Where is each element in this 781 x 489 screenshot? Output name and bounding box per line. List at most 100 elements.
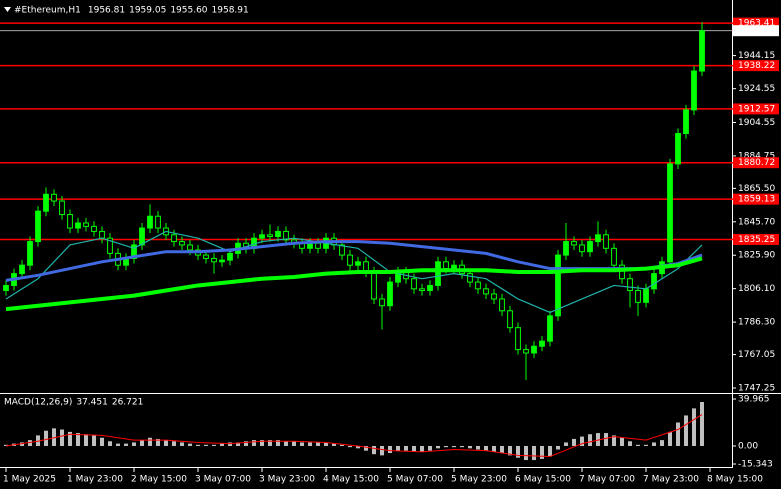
level-label: 1912.57 <box>738 104 775 114</box>
macd-y-tick-label: 39.965 <box>738 395 770 405</box>
macd-bar <box>700 401 704 446</box>
macd-bar <box>580 436 584 446</box>
x-tick-label: 1 May 23:00 <box>67 475 123 485</box>
macd-bar <box>340 444 344 446</box>
candle-body <box>627 278 633 292</box>
candle-body <box>483 288 489 295</box>
macd-bar <box>492 445 496 452</box>
header-value: 1958.91 <box>212 6 249 16</box>
header-value: 1955.60 <box>170 6 207 16</box>
macd-bar <box>388 445 392 454</box>
macd-bar <box>348 445 352 448</box>
macd-bar <box>420 445 424 452</box>
candle-body <box>155 215 161 229</box>
x-tick-label: 3 May 07:00 <box>195 475 251 485</box>
level-label-box <box>733 17 779 29</box>
level-label-box <box>733 233 779 245</box>
x-tick-label: 8 May 15:00 <box>707 475 763 485</box>
macd-bar <box>260 440 264 446</box>
macd-bar <box>692 408 696 446</box>
menu-arrow[interactable] <box>4 7 11 12</box>
macd-bar <box>684 415 688 446</box>
macd-bar <box>44 430 48 446</box>
candle-body <box>547 315 553 342</box>
candle-body <box>67 214 73 229</box>
macd-bar <box>356 445 360 449</box>
axes: 1944.15 1924.55 1904.55 1884.75 1865.50 1845.… <box>3 17 779 485</box>
macd-bar <box>484 445 488 451</box>
macd-bar <box>284 441 288 446</box>
macd-bar <box>428 445 432 451</box>
macd-bar <box>556 445 560 450</box>
macd-bar <box>548 445 552 457</box>
y-tick-label: 1845.70 <box>738 217 775 227</box>
candle-body <box>91 225 97 232</box>
level-label-box <box>733 60 779 72</box>
candle-body <box>499 298 505 312</box>
candle-body <box>43 193 49 212</box>
macd-bar <box>84 434 88 446</box>
y-tick-label: 1767.05 <box>738 350 775 360</box>
candle-body <box>219 259 225 263</box>
macd-bar <box>132 442 136 446</box>
candle-body <box>571 241 577 246</box>
candle-body <box>651 273 657 290</box>
macd-bar <box>196 444 200 446</box>
macd-bar <box>572 438 576 446</box>
macd-bar <box>524 445 528 461</box>
candle-body <box>211 257 217 263</box>
macd-bar <box>404 445 408 451</box>
macd-bar <box>204 444 208 446</box>
candle-body <box>179 241 185 246</box>
candle-body <box>267 234 273 237</box>
y-tick-label: 1786.30 <box>738 318 775 328</box>
candle-body <box>667 163 673 263</box>
y-tick-label: 1944.15 <box>738 51 775 61</box>
header: #Ethereum,H1 1956.81 1959.05 1955.60 1958.91… <box>4 6 249 408</box>
macd-bar <box>452 445 456 448</box>
chart-title: #Ethereum,H1 <box>14 6 81 16</box>
macd-bar <box>412 445 416 452</box>
macd-bar <box>636 444 640 446</box>
candle-body <box>699 30 705 72</box>
macd-bar <box>300 442 304 446</box>
header-value: 1959.05 <box>129 6 166 16</box>
macd-bar <box>620 437 624 446</box>
macd-bar <box>116 443 120 446</box>
level-label: 1835.25 <box>738 235 775 245</box>
candle-body <box>3 284 9 292</box>
candle-body <box>523 349 529 354</box>
candle-body <box>587 241 593 253</box>
candle-body <box>411 278 417 290</box>
candle-body <box>379 298 385 307</box>
candle-body <box>27 241 33 266</box>
x-tick-label: 7 May 07:00 <box>579 475 635 485</box>
macd-bar <box>500 445 504 454</box>
moving-average <box>5 230 703 314</box>
macd-signal-value: 26.721 <box>112 398 144 408</box>
candle-body <box>187 244 193 251</box>
macd-bar <box>156 438 160 446</box>
candle-body <box>75 222 81 229</box>
macd-bar <box>292 441 296 446</box>
candle-body <box>595 234 601 243</box>
candle-body <box>259 234 265 239</box>
macd-bar <box>564 442 568 446</box>
candle-body <box>451 264 457 270</box>
candle-body <box>475 281 481 290</box>
macd-bar <box>628 441 632 446</box>
last-price-label: 1958.91 <box>738 26 775 36</box>
macd-bar <box>228 442 232 446</box>
x-tick-label: 2 May 15:00 <box>131 475 187 485</box>
macd-label: MACD(12,26,9) <box>4 398 72 408</box>
macd-bar <box>148 437 152 446</box>
candle-body <box>427 284 433 292</box>
y-tick-label: 1747.25 <box>738 384 775 394</box>
candle-body <box>691 70 697 111</box>
macd-bar <box>396 445 400 451</box>
macd-bar <box>140 440 144 446</box>
candle-body <box>555 254 561 317</box>
candle-body <box>355 261 361 266</box>
macd-bar <box>644 444 648 446</box>
macd-bar <box>540 445 544 459</box>
